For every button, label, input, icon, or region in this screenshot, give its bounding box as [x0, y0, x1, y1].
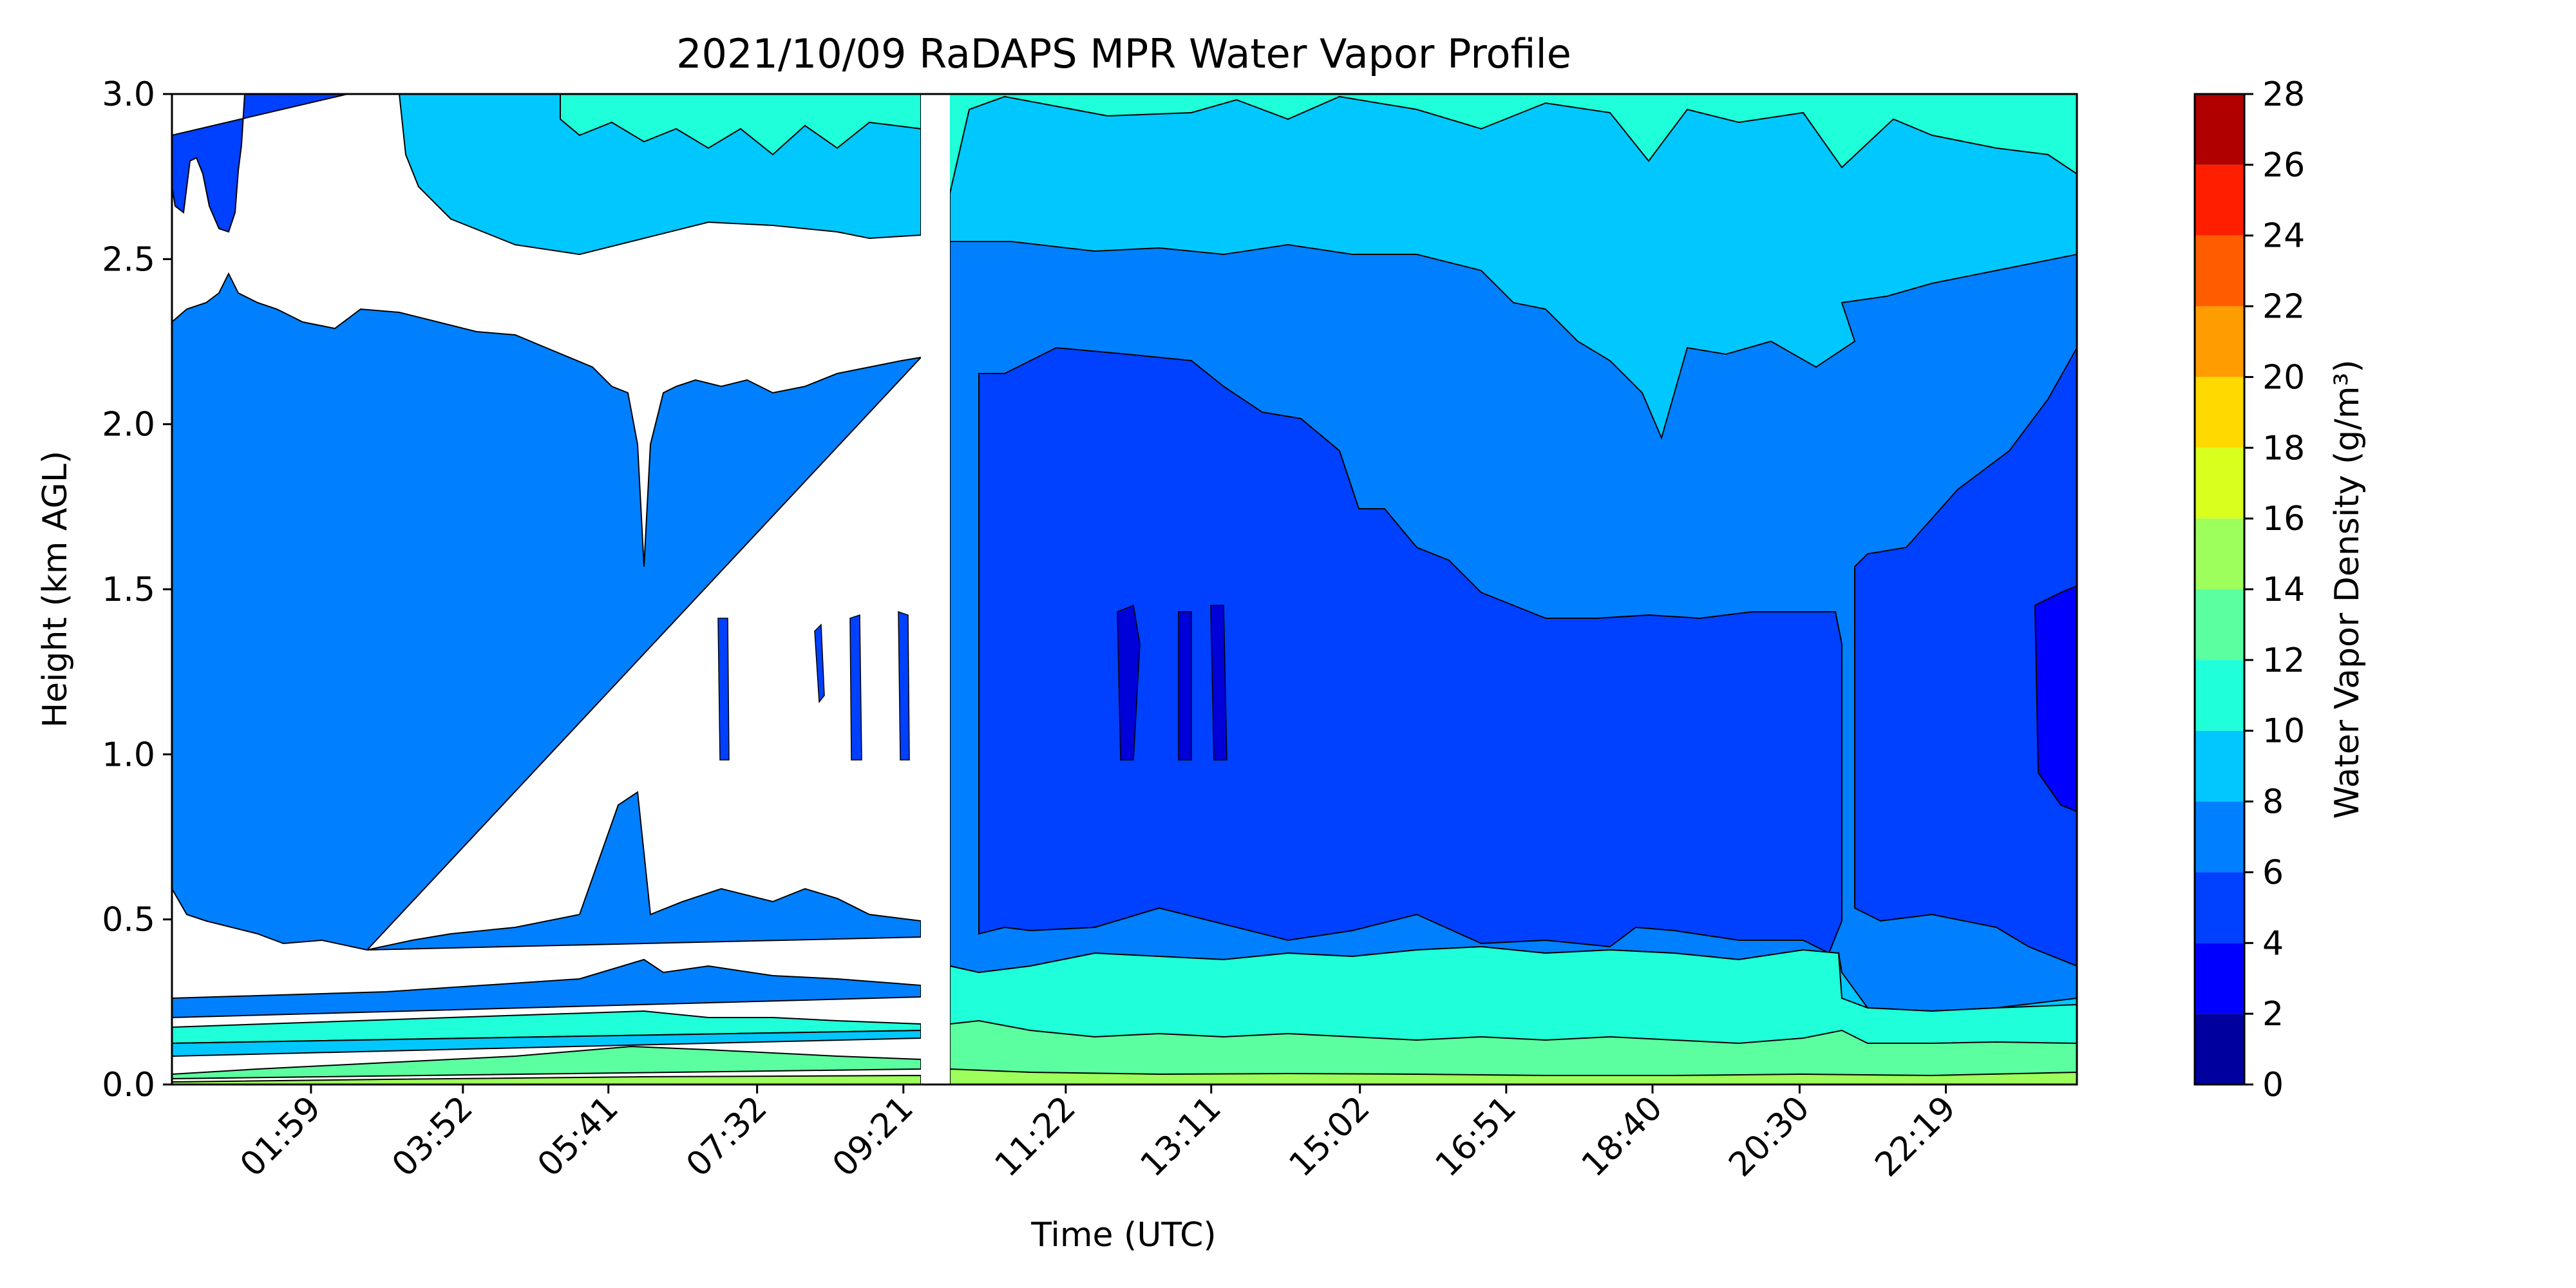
x-axis: 01:59 03:52 05:41 07:32 09:21 11:22 13:11 15:02… — [233, 1084, 1964, 1184]
colorbar-segment — [2195, 235, 2244, 307]
colorbar-segment — [2195, 943, 2244, 1014]
colorbar-tick-label: 12 — [2262, 641, 2305, 680]
layer-2-4-left-top — [172, 94, 348, 233]
layer-6-8-left-bottom — [366, 791, 922, 951]
x-tick-label: 18:40 — [1575, 1089, 1670, 1184]
y-tick-label: 2.0 — [102, 406, 155, 444]
colorbar-segment — [2195, 872, 2244, 943]
y-axis: 0.0 0.5 1.0 1.5 2.0 2.5 3.0 — [102, 75, 172, 1104]
colorbar-tick-label: 16 — [2262, 500, 2305, 538]
y-tick-label: 3.0 — [102, 75, 155, 114]
colorbar-tick-label: 24 — [2262, 217, 2305, 256]
colorbar-label: Water Vapor Density (g/m³) — [2328, 359, 2367, 819]
layer-4-6-left-spots — [717, 611, 910, 761]
x-tick-label: 16:51 — [1428, 1089, 1524, 1184]
colorbar-segment — [2195, 164, 2244, 236]
layer-6-8-left — [172, 272, 923, 951]
colorbar-tick-label: 10 — [2262, 712, 2305, 751]
colorbar-segment — [2195, 659, 2244, 731]
colorbar-segment — [2195, 306, 2244, 377]
x-tick-label: 22:19 — [1868, 1089, 1963, 1184]
layer-10-12-left-top — [560, 94, 922, 156]
y-tick-label: 1.0 — [102, 735, 155, 774]
colorbar-tick-label: 20 — [2262, 358, 2305, 397]
colorbar-segment — [2195, 518, 2244, 589]
y-tick-label: 1.5 — [102, 571, 155, 609]
x-tick-label: 01:59 — [233, 1089, 328, 1184]
layer-12-14-band-1 — [172, 1045, 922, 1080]
colorbar-tick-label: 28 — [2262, 75, 2305, 114]
colorbar-tick-label: 26 — [2262, 146, 2305, 185]
layer-2-4-spots — [1117, 604, 1227, 761]
x-axis-label: Time (UTC) — [1030, 1216, 1216, 1255]
layer-4-6 — [978, 346, 1842, 954]
y-axis-label: Height (km AGL) — [36, 451, 75, 728]
x-tick-label: 05:41 — [531, 1089, 626, 1184]
layer-12-14-right — [949, 1019, 2077, 1084]
colorbar-tick-label: 14 — [2262, 571, 2305, 609]
x-tick-label: 13:11 — [1133, 1089, 1229, 1184]
layer-4-6-right — [1854, 346, 2077, 967]
x-tick-label: 03:52 — [385, 1089, 480, 1184]
x-tick-label: 07:32 — [679, 1089, 774, 1184]
colorbar-segment — [2195, 801, 2244, 873]
colorbar-segment — [2195, 94, 2244, 165]
x-tick-label: 09:21 — [826, 1089, 921, 1184]
colorbar-segment — [2195, 589, 2244, 660]
colorbar-tick-label: 6 — [2262, 853, 2284, 892]
x-tick-label: 15:02 — [1282, 1089, 1377, 1184]
colorbar-segment — [2195, 730, 2244, 802]
y-tick-label: 0.5 — [102, 901, 155, 940]
colorbar-tick-label: 18 — [2262, 429, 2305, 468]
colorbar-tick-label: 22 — [2262, 288, 2305, 327]
colorbar-tick-label: 4 — [2262, 924, 2284, 963]
colorbar-segment — [2195, 1014, 2244, 1084]
x-tick-label: 11:22 — [988, 1089, 1083, 1184]
colorbar-segment — [2195, 448, 2244, 519]
layer-14-16-right — [949, 1068, 2077, 1084]
chart-title: 2021/10/09 RaDAPS MPR Water Vapor Profil… — [676, 30, 1571, 77]
data-gap — [921, 94, 950, 1084]
layer-2-4 — [2034, 585, 2077, 813]
contour-field — [172, 94, 2077, 1084]
colorbar-segment — [2195, 377, 2244, 448]
y-tick-label: 0.0 — [102, 1066, 155, 1104]
colorbar-tick-label: 8 — [2262, 783, 2284, 822]
x-tick-label: 20:30 — [1721, 1089, 1817, 1184]
colorbar-tick-label: 0 — [2262, 1066, 2284, 1104]
y-tick-label: 2.5 — [102, 240, 155, 279]
colorbar-tick-label: 2 — [2262, 995, 2284, 1034]
